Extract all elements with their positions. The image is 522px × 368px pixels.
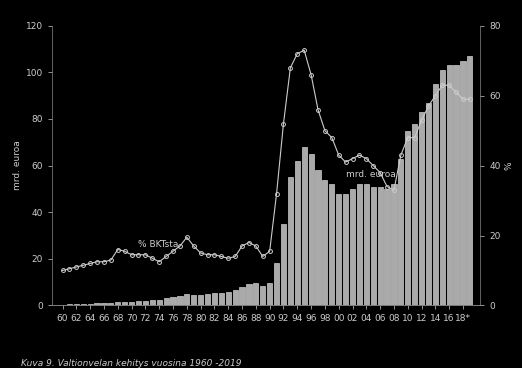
Bar bbox=[426, 103, 431, 305]
Bar bbox=[219, 293, 224, 305]
Bar bbox=[302, 147, 307, 305]
Bar bbox=[364, 184, 369, 305]
Bar bbox=[447, 66, 452, 305]
Bar bbox=[433, 84, 438, 305]
Bar bbox=[163, 298, 169, 305]
Bar bbox=[129, 302, 134, 305]
Bar bbox=[67, 304, 72, 305]
Text: Kuva 9. Valtionvelan kehitys vuosina 1960 -2019: Kuva 9. Valtionvelan kehitys vuosina 196… bbox=[21, 359, 241, 368]
Bar bbox=[226, 292, 231, 305]
Bar bbox=[398, 159, 404, 305]
Bar bbox=[454, 66, 459, 305]
Bar bbox=[260, 286, 265, 305]
Bar bbox=[315, 170, 321, 305]
Bar bbox=[94, 303, 100, 305]
Bar bbox=[267, 283, 272, 305]
Bar bbox=[143, 301, 148, 305]
Bar bbox=[136, 301, 141, 305]
Bar bbox=[74, 304, 79, 305]
Bar bbox=[101, 303, 106, 305]
Bar bbox=[177, 296, 183, 305]
Bar bbox=[392, 184, 397, 305]
Bar bbox=[322, 180, 327, 305]
Bar bbox=[170, 297, 175, 305]
Y-axis label: %: % bbox=[505, 161, 514, 170]
Bar bbox=[60, 304, 65, 305]
Bar bbox=[309, 154, 314, 305]
Bar bbox=[184, 294, 189, 305]
Bar bbox=[288, 177, 293, 305]
Bar bbox=[460, 61, 466, 305]
Bar bbox=[336, 194, 341, 305]
Bar bbox=[240, 287, 245, 305]
Bar bbox=[205, 294, 210, 305]
Bar bbox=[281, 224, 286, 305]
Bar bbox=[343, 194, 348, 305]
Bar bbox=[157, 300, 162, 305]
Text: mrd. euroa: mrd. euroa bbox=[346, 170, 395, 179]
Bar bbox=[246, 284, 252, 305]
Y-axis label: mrd. euroa: mrd. euroa bbox=[13, 141, 22, 191]
Bar bbox=[81, 304, 86, 305]
Bar bbox=[122, 302, 127, 305]
Bar bbox=[419, 112, 424, 305]
Bar bbox=[198, 295, 203, 305]
Bar bbox=[440, 70, 445, 305]
Bar bbox=[384, 189, 389, 305]
Bar bbox=[350, 189, 355, 305]
Bar bbox=[412, 124, 417, 305]
Bar bbox=[191, 295, 196, 305]
Bar bbox=[329, 184, 335, 305]
Bar bbox=[150, 300, 155, 305]
Bar bbox=[88, 304, 93, 305]
Bar bbox=[377, 187, 383, 305]
Bar bbox=[371, 187, 376, 305]
Bar bbox=[405, 131, 410, 305]
Bar bbox=[115, 302, 121, 305]
Bar bbox=[295, 161, 300, 305]
Bar bbox=[212, 293, 217, 305]
Bar bbox=[274, 263, 279, 305]
Bar bbox=[357, 184, 362, 305]
Bar bbox=[233, 290, 238, 305]
Text: % BKTsta: % BKTsta bbox=[138, 240, 179, 249]
Bar bbox=[253, 283, 258, 305]
Bar bbox=[467, 56, 472, 305]
Bar bbox=[108, 303, 113, 305]
